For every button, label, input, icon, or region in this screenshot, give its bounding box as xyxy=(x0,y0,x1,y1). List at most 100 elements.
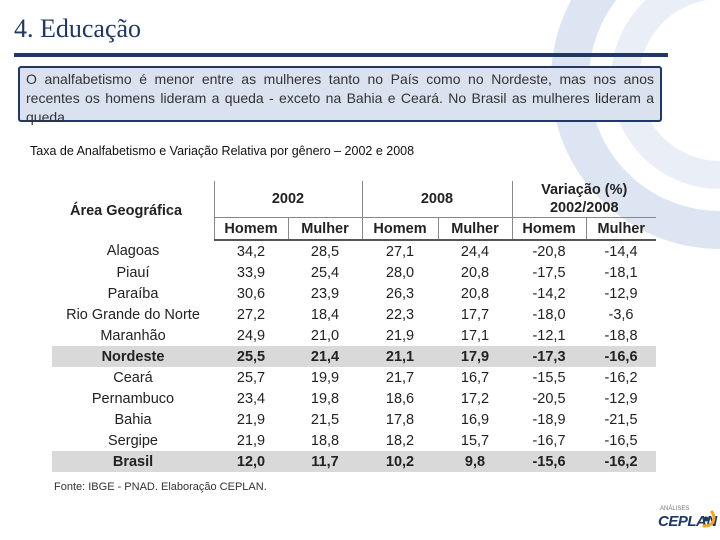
value-cell: 17,9 xyxy=(438,346,512,367)
logo-swirl-icon xyxy=(702,510,716,528)
value-cell: 18,2 xyxy=(385,432,415,449)
value-cell: -12,1 xyxy=(532,327,566,344)
table-row-highlight: Nordeste 25,5 21,4 21,1 17,9 -17,3 -16,6 xyxy=(52,346,656,367)
value-cell: -16,2 xyxy=(586,451,656,472)
value-cell: 18,8 xyxy=(310,432,340,449)
year-2008-header: 2008 xyxy=(362,181,513,218)
value-cell: 33,9 xyxy=(236,264,266,281)
area-name: Brasil xyxy=(52,451,214,472)
year-2002-header: 2002 xyxy=(214,181,363,218)
value-cell: 34,2 xyxy=(236,243,266,260)
value-cell: 21,9 xyxy=(236,411,266,428)
value-cell: 21,7 xyxy=(385,369,415,386)
area-name: Paraíba xyxy=(107,285,159,302)
value-cell: -12,9 xyxy=(604,390,638,407)
table-row: Alagoas 34,2 28,5 27,1 24,4 -20,8 -14,4 xyxy=(52,240,656,262)
value-cell: -17,5 xyxy=(532,264,566,281)
value-cell: 25,4 xyxy=(310,264,340,281)
value-cell: 18,4 xyxy=(310,306,340,323)
source-note: Fonte: IBGE - PNAD. Elaboração CEPLAN. xyxy=(54,481,267,493)
value-cell: 21,1 xyxy=(362,346,438,367)
table-row: Sergipe 21,9 18,8 18,2 15,7 -16,7 -16,5 xyxy=(52,430,656,451)
value-cell: -21,5 xyxy=(604,411,638,428)
value-cell: 27,2 xyxy=(236,306,266,323)
value-cell: 12,0 xyxy=(214,451,288,472)
value-cell: 25,5 xyxy=(214,346,288,367)
area-name: Pernambuco xyxy=(91,390,175,407)
value-cell: -18,1 xyxy=(604,264,638,281)
table-row: Piauí 33,9 25,4 28,0 20,8 -17,5 -18,1 xyxy=(52,262,656,283)
value-cell: 17,7 xyxy=(460,306,490,323)
value-cell: 20,8 xyxy=(460,285,490,302)
value-cell: 21,4 xyxy=(288,346,362,367)
table-row: Pernambuco 23,4 19,8 18,6 17,2 -20,5 -12,9 xyxy=(52,388,656,409)
variation-header: Variação (%) 2002/2008 xyxy=(512,181,656,218)
value-cell: 16,7 xyxy=(460,369,490,386)
value-cell: 17,2 xyxy=(460,390,490,407)
value-cell: 21,5 xyxy=(310,411,340,428)
table-row: Maranhão 24,9 21,0 21,9 17,1 -12,1 -18,8 xyxy=(52,325,656,346)
table-row-highlight: Brasil 12,0 11,7 10,2 9,8 -15,6 -16,2 xyxy=(52,451,656,472)
sub-header: Homem xyxy=(214,217,289,241)
value-cell: 23,9 xyxy=(310,285,340,302)
value-cell: 23,4 xyxy=(236,390,266,407)
value-cell: 24,9 xyxy=(236,327,266,344)
value-cell: 16,9 xyxy=(460,411,490,428)
area-name: Rio Grande do Norte xyxy=(66,306,200,323)
value-cell: -16,7 xyxy=(532,432,566,449)
value-cell: -18,9 xyxy=(532,411,566,428)
table-row: Rio Grande do Norte 27,2 18,4 22,3 17,7 -18,0… xyxy=(52,304,656,325)
value-cell: -12,9 xyxy=(604,285,638,302)
value-cell: -14,2 xyxy=(532,285,566,302)
value-cell: 25,7 xyxy=(236,369,266,386)
value-cell: -17,3 xyxy=(512,346,586,367)
value-cell: 15,7 xyxy=(460,432,490,449)
variation-period: 2002/2008 xyxy=(549,200,619,216)
title-underline xyxy=(14,53,668,57)
sub-header: Homem xyxy=(362,217,439,241)
value-cell: 28,0 xyxy=(385,264,415,281)
value-cell: 10,2 xyxy=(362,451,438,472)
illiteracy-table: Área Geográfica 2002 2008 Variação (%) 2… xyxy=(52,181,656,472)
area-name: Ceará xyxy=(113,369,153,386)
sub-header: Mulher xyxy=(586,217,656,241)
value-cell: 27,1 xyxy=(385,243,415,260)
value-cell: 17,8 xyxy=(385,411,415,428)
area-name: Alagoas xyxy=(106,243,160,259)
value-cell: 30,6 xyxy=(236,285,266,302)
value-cell: 22,3 xyxy=(385,306,415,323)
value-cell: -16,5 xyxy=(604,432,638,449)
value-cell: -15,6 xyxy=(512,451,586,472)
value-cell: -3,6 xyxy=(608,306,634,323)
value-cell: 21,9 xyxy=(236,432,266,449)
area-header: Área Geográfica xyxy=(52,181,215,240)
value-cell: 19,8 xyxy=(310,390,340,407)
variation-title: Variação (%) xyxy=(541,182,628,198)
value-cell: 17,1 xyxy=(460,327,490,344)
value-cell: -18,8 xyxy=(604,327,638,344)
logo-subtitle: ANÁLISES xyxy=(660,506,690,512)
value-cell: 19,9 xyxy=(310,369,340,386)
value-cell: -16,2 xyxy=(604,369,638,386)
value-cell: 26,3 xyxy=(385,285,415,302)
value-cell: -15,5 xyxy=(532,369,566,386)
value-cell: -20,8 xyxy=(532,243,566,260)
area-name: Bahia xyxy=(114,411,152,428)
value-cell: 21,9 xyxy=(385,327,415,344)
value-cell: 18,6 xyxy=(385,390,415,407)
value-cell: 20,8 xyxy=(460,264,490,281)
table-subtitle: Taxa de Analfabetismo e Variação Relativ… xyxy=(30,144,415,158)
area-name: Maranhão xyxy=(100,327,166,344)
value-cell: 24,4 xyxy=(460,243,490,260)
summary-callout: O analfabetismo é menor entre as mulhere… xyxy=(18,66,662,125)
value-cell: 21,0 xyxy=(310,327,340,344)
sub-header: Mulher xyxy=(438,217,513,241)
table-row: Ceará 25,7 19,9 21,7 16,7 -15,5 -16,2 xyxy=(52,367,656,388)
value-cell: 9,8 xyxy=(438,451,512,472)
page-title: 4. Educação xyxy=(14,14,142,43)
area-name: Piauí xyxy=(116,264,150,281)
value-cell: 28,5 xyxy=(310,243,340,260)
area-name: Sergipe xyxy=(108,432,158,449)
sub-header: Homem xyxy=(512,217,587,241)
logo-name: CEPLAN xyxy=(658,513,717,530)
